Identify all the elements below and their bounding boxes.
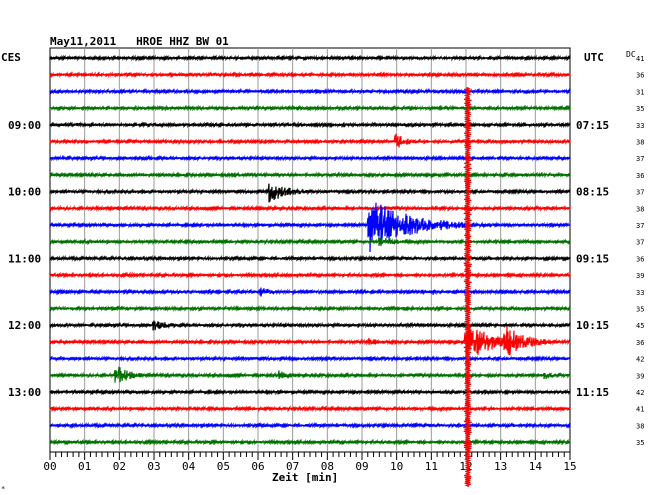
dc-value: 31 <box>636 88 644 96</box>
dc-value: 38 <box>636 422 644 430</box>
trace-row <box>49 237 571 247</box>
x-tick-label: 13 <box>494 460 507 473</box>
x-tick-label: 08 <box>321 460 334 473</box>
dc-value: 39 <box>636 272 644 280</box>
dc-value: 45 <box>636 322 644 330</box>
trace-row <box>49 320 571 331</box>
major-quake-spike <box>463 86 473 487</box>
dc-value: 36 <box>636 72 644 80</box>
trace-row <box>49 421 571 429</box>
left-time-label: 12:00 <box>8 319 41 332</box>
x-tick-label: 04 <box>182 460 196 473</box>
dc-value: 41 <box>636 406 644 414</box>
right-timezone-label: UTC <box>584 51 604 64</box>
x-tick-label: 01 <box>78 460 91 473</box>
trace-row <box>49 54 571 62</box>
dc-value: 39 <box>636 372 644 380</box>
dc-value: 37 <box>636 189 644 197</box>
x-tick-label: 11 <box>425 460 438 473</box>
x-tick-label: 15 <box>563 460 576 473</box>
left-time-label: 11:00 <box>8 252 41 265</box>
dc-value: 35 <box>636 439 644 447</box>
trace-row <box>49 171 571 179</box>
dc-value: 36 <box>636 339 644 347</box>
x-tick-label: 06 <box>251 460 264 473</box>
trace-row <box>49 405 571 413</box>
x-tick-label: 02 <box>113 460 126 473</box>
x-tick-label: 14 <box>529 460 543 473</box>
trace-row <box>49 325 571 358</box>
dc-value: 41 <box>636 55 644 63</box>
left-time-label: 10:00 <box>8 186 41 199</box>
dc-value: 37 <box>636 155 644 163</box>
dc-value: 37 <box>636 222 644 230</box>
trace-row <box>49 154 571 162</box>
x-tick-label: 07 <box>286 460 299 473</box>
trace-row <box>49 287 571 297</box>
x-tick-label: 03 <box>147 460 160 473</box>
right-time-label: 11:15 <box>576 386 609 399</box>
trace-row <box>49 121 571 129</box>
x-tick-label: 09 <box>355 460 368 473</box>
trace-row <box>49 254 571 262</box>
trace-row <box>49 204 571 212</box>
trace-row <box>49 271 571 279</box>
dc-header-label: DC <box>626 50 636 59</box>
x-tick-label: 05 <box>217 460 230 473</box>
dc-value: 33 <box>636 122 644 130</box>
trace-row <box>49 87 571 95</box>
trace-row <box>49 133 571 148</box>
trace-row <box>49 304 571 313</box>
trace-row <box>49 71 571 79</box>
trace-row <box>49 202 571 253</box>
dc-value: 38 <box>636 139 644 147</box>
dc-value: 36 <box>636 172 644 180</box>
dc-value: 33 <box>636 289 644 297</box>
dc-value: 42 <box>636 356 644 364</box>
trace-row <box>49 366 571 383</box>
plot-title: May11,2011 HROE HHZ BW 01 <box>50 35 229 48</box>
dc-value: 35 <box>636 105 644 113</box>
left-timezone-label: CES <box>1 51 21 64</box>
right-time-label: 10:15 <box>576 319 609 332</box>
x-tick-label: 00 <box>43 460 56 473</box>
dc-value: 37 <box>636 239 644 247</box>
trace-row <box>49 438 571 446</box>
x-tick-label: 10 <box>390 460 403 473</box>
footer-mark: * <box>1 485 6 493</box>
trace-row <box>49 354 571 363</box>
x-axis-label: Zeit [min] <box>272 471 339 484</box>
dc-value: 38 <box>636 205 644 213</box>
trace-row <box>49 183 571 203</box>
right-time-label: 08:15 <box>576 186 609 199</box>
trace-row <box>49 104 571 112</box>
left-time-label: 13:00 <box>8 386 41 399</box>
right-time-label: 07:15 <box>576 119 609 132</box>
dc-value: 36 <box>636 255 644 263</box>
dc-value: 42 <box>636 389 644 397</box>
right-time-label: 09:15 <box>576 252 609 265</box>
trace-row <box>49 388 571 396</box>
dc-value: 35 <box>636 306 644 314</box>
left-time-label: 09:00 <box>8 119 41 132</box>
